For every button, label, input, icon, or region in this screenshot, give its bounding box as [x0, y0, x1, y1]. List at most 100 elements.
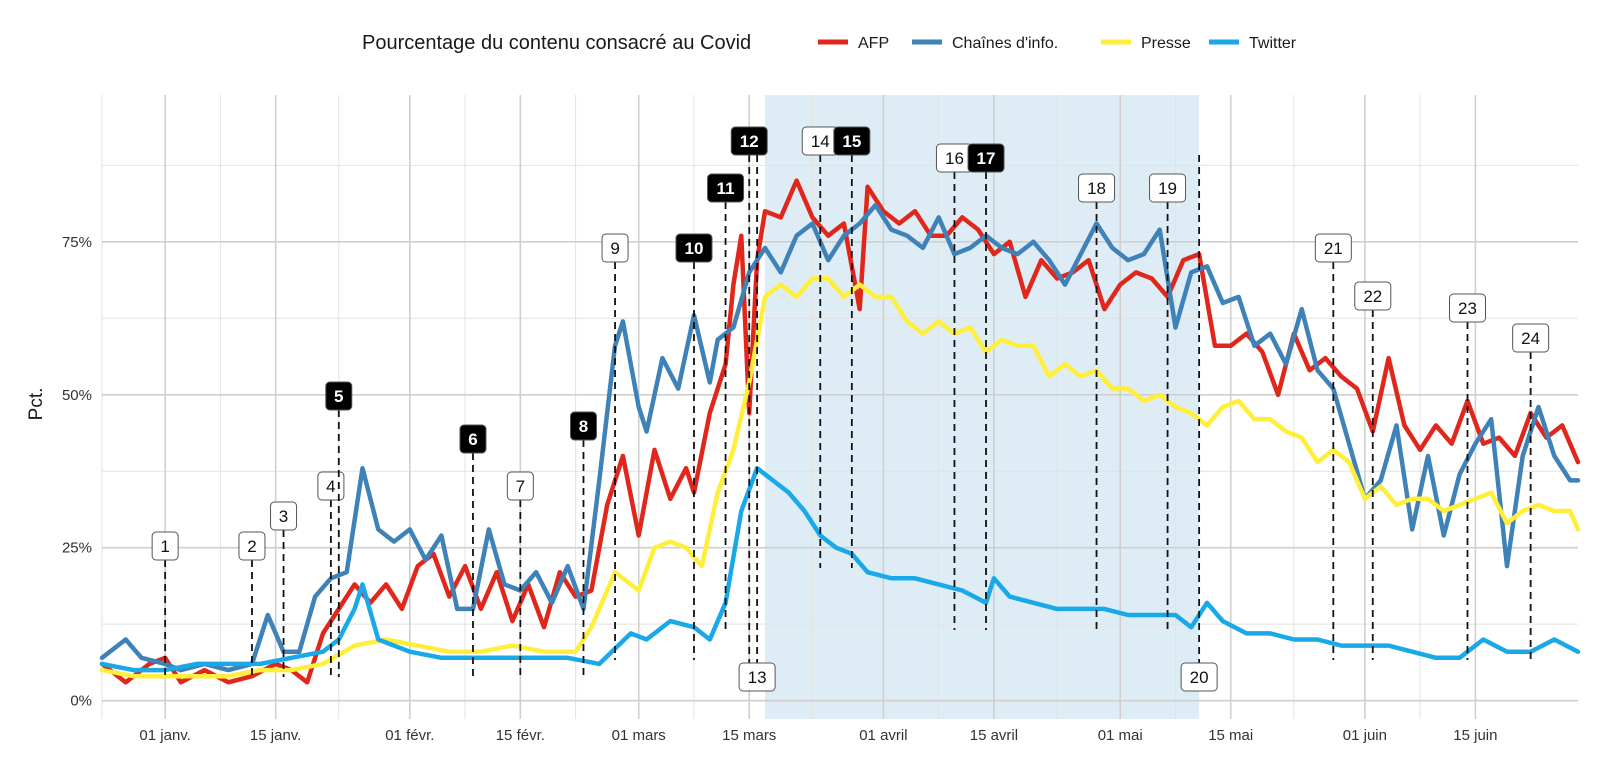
event-label-box	[1314, 233, 1352, 263]
event-label-box	[270, 501, 298, 531]
series-line	[99, 178, 1581, 685]
event-label-box	[151, 531, 179, 561]
x-tick-label: 15 juin	[1453, 727, 1497, 744]
event-label-box	[506, 471, 534, 501]
event-label-box	[730, 126, 768, 156]
event-label: 15	[842, 132, 861, 151]
event-label: 20	[1190, 668, 1209, 687]
x-tick-label: 15 avril	[970, 727, 1018, 744]
event-label-box	[569, 411, 597, 441]
legend-items: AFP Chaînes d'info. Presse Twitter	[818, 35, 1297, 52]
event-label-box	[459, 424, 487, 454]
event-label: 16	[945, 149, 964, 168]
event-label: 3	[279, 507, 288, 526]
event-label: 11	[717, 179, 735, 198]
legend-label: Presse	[1141, 35, 1191, 52]
x-tick-label: 01 mars	[612, 727, 666, 744]
event-marker: 1	[151, 531, 179, 677]
event-marker: 2	[238, 531, 266, 677]
event-label: 8	[579, 417, 588, 436]
event-marker: 11	[707, 173, 745, 630]
event-label: 14	[811, 132, 830, 151]
event-label-box	[1512, 323, 1550, 353]
event-label-box	[317, 471, 345, 501]
event-marker: 24	[1512, 323, 1550, 660]
event-label: 18	[1087, 179, 1106, 198]
event-marker: 20	[1180, 155, 1218, 692]
x-tick-label: 01 juin	[1343, 727, 1387, 744]
event-label: 23	[1458, 299, 1477, 318]
y-axis-title: Pct.	[26, 388, 47, 421]
event-label: 22	[1363, 287, 1382, 306]
event-marker: 16	[935, 143, 973, 630]
event-marker: 19	[1149, 173, 1187, 630]
series-line	[99, 276, 1581, 679]
event-label-box	[601, 233, 629, 263]
event-label: 9	[610, 239, 619, 258]
event-label: 19	[1158, 179, 1177, 198]
y-tick-label: 50%	[62, 387, 92, 404]
event-marker: 12	[730, 126, 768, 663]
y-tick-label: 0%	[70, 693, 92, 710]
confinement-period-shading	[765, 95, 1200, 719]
legend: Pourcentage du contenu consacré au Covid…	[362, 32, 1297, 54]
event-label: 2	[247, 537, 256, 556]
event-label: 24	[1521, 329, 1540, 348]
event-label-box	[675, 233, 713, 263]
event-marker: 21	[1314, 233, 1352, 660]
event-marker: 15	[833, 126, 871, 568]
event-marker: 10	[675, 233, 713, 660]
event-marker: 6	[459, 424, 487, 677]
event-label: 17	[977, 149, 996, 168]
event-label-box	[1180, 662, 1218, 692]
event-marker: 7	[506, 471, 534, 677]
event-marker: 22	[1354, 281, 1392, 660]
legend-title: Pourcentage du contenu consacré au Covid	[362, 32, 751, 54]
event-label: 5	[334, 387, 343, 406]
x-tick-label: 15 févr.	[496, 727, 545, 744]
y-tick-label: 75%	[62, 234, 92, 251]
event-marker: 5	[325, 381, 353, 677]
series-line	[99, 465, 1581, 673]
event-label: 13	[748, 668, 767, 687]
x-tick-label: 01 févr.	[385, 727, 434, 744]
x-tick-label: 01 mai	[1098, 727, 1143, 744]
event-label: 12	[740, 132, 759, 151]
event-label-box	[1354, 281, 1392, 311]
event-marker: 23	[1448, 293, 1486, 660]
event-label: 1	[160, 537, 169, 556]
event-label: 21	[1324, 239, 1343, 258]
event-label-box	[1448, 293, 1486, 323]
event-marker: 8	[569, 411, 597, 677]
event-label: 7	[516, 477, 525, 496]
event-label-box	[707, 173, 745, 203]
event-label: 10	[685, 239, 704, 258]
event-label-box	[738, 662, 776, 692]
event-label-box	[1078, 173, 1116, 203]
event-label-box	[967, 143, 1005, 173]
event-label-box	[325, 381, 353, 411]
event-marker: 13	[738, 155, 776, 692]
legend-label: Twitter	[1249, 35, 1297, 52]
x-tick-label: 15 janv.	[250, 727, 301, 744]
event-label: 6	[468, 430, 477, 449]
x-tick-label: 01 janv.	[139, 727, 190, 744]
x-tick-label: 01 avril	[859, 727, 907, 744]
x-tick-label: 15 mai	[1208, 727, 1253, 744]
event-label-box	[1149, 173, 1187, 203]
event-marker: 18	[1078, 173, 1116, 630]
legend-label: Chaînes d'info.	[952, 35, 1058, 52]
plot-area: 0% 25% 50% 75% 01 janv. 15 janv. 01 févr. 15 fé…	[62, 95, 1581, 744]
event-marker: 9	[601, 233, 629, 660]
event-marker: 17	[967, 143, 1005, 630]
event-label-box	[238, 531, 266, 561]
x-tick-label: 15 mars	[722, 727, 776, 744]
event-label: 4	[326, 477, 335, 496]
y-tick-label: 25%	[62, 540, 92, 557]
event-marker: 4	[317, 471, 345, 677]
event-label-box	[833, 126, 871, 156]
event-marker: 3	[270, 501, 298, 677]
legend-label: AFP	[858, 35, 889, 52]
